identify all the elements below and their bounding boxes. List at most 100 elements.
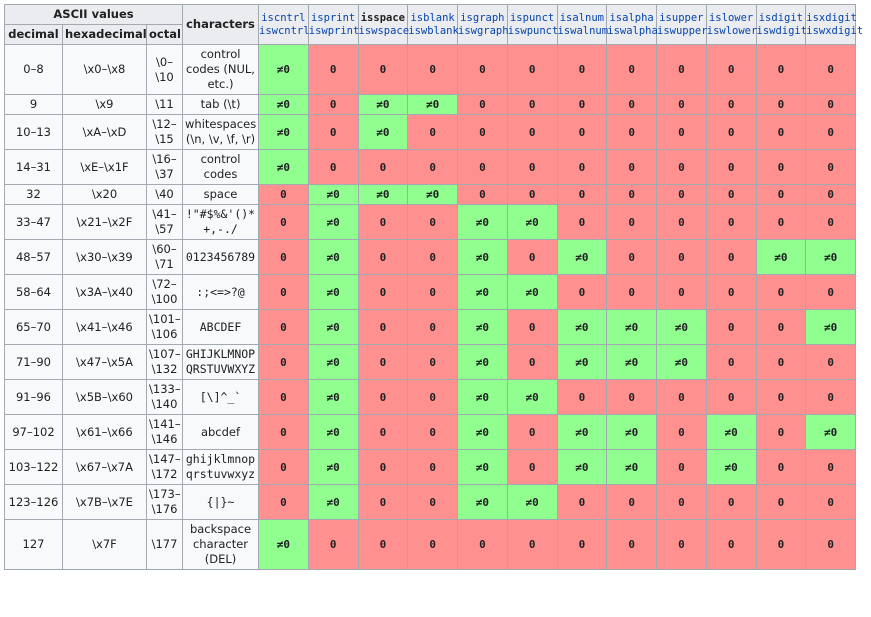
- result-cell: 0: [357, 149, 409, 185]
- function-link[interactable]: iswxdigit: [806, 24, 864, 37]
- result-cell: 0: [407, 204, 458, 240]
- function-link[interactable]: isgraph: [460, 11, 505, 24]
- hex-cell: \xA–\xD: [62, 114, 147, 150]
- function-link[interactable]: isalpha: [609, 11, 654, 24]
- current-function: isspace: [360, 11, 405, 24]
- result-cell: 0: [258, 239, 309, 275]
- hex-cell: \x41–\x46: [62, 309, 147, 345]
- result-cell: ≠0: [307, 379, 359, 415]
- function-link[interactable]: iswupper: [657, 24, 708, 37]
- result-cell: 0: [606, 149, 657, 185]
- function-link[interactable]: islower: [708, 11, 754, 24]
- result-cell: 0: [705, 274, 757, 310]
- octal-cell: \60–\71: [146, 239, 183, 275]
- result-cell: 0: [556, 379, 608, 415]
- result-cell: ≠0: [457, 309, 508, 345]
- column-header: octal: [146, 24, 183, 45]
- function-header: isxdigit iswxdigit: [805, 4, 863, 45]
- table-row: 10–13 \xA–\xD \12–\15 whitespaces (\n, \v, …: [4, 114, 856, 150]
- result-cell: 0: [457, 114, 508, 150]
- octal-cell: \177: [146, 519, 183, 570]
- function-link[interactable]: iswalpha: [607, 24, 658, 37]
- result-cell: 0: [705, 149, 757, 185]
- result-cell: 0: [805, 149, 856, 185]
- result-cell: ≠0: [258, 149, 309, 185]
- result-cell: 0: [755, 379, 807, 415]
- result-cell: ≠0: [307, 274, 359, 310]
- function-link[interactable]: ispunct: [509, 11, 555, 24]
- result-cell: 0: [805, 449, 856, 485]
- result-cell: 0: [755, 519, 807, 570]
- result-cell: 0: [606, 94, 657, 115]
- result-cell: ≠0: [457, 239, 508, 275]
- function-link[interactable]: isupper: [659, 11, 704, 24]
- result-cell: 0: [755, 414, 807, 450]
- result-cell: ≠0: [556, 309, 608, 345]
- result-cell: 0: [357, 204, 409, 240]
- hex-cell: \x7B–\x7E: [62, 484, 147, 520]
- result-cell: 0: [705, 44, 757, 95]
- column-header: decimal: [4, 24, 63, 45]
- table-row: 9 \x9 \11 tab (\t) ≠0 0 ≠0 ≠0 0 0 0 0 0 0 0 0: [4, 94, 856, 115]
- function-link[interactable]: iscntrl: [261, 11, 306, 24]
- octal-cell: \40: [146, 184, 183, 205]
- decimal-cell: 123–126: [4, 484, 63, 520]
- result-cell: 0: [755, 204, 807, 240]
- function-link[interactable]: iswalnum: [557, 24, 609, 37]
- function-link[interactable]: isalnum: [559, 11, 604, 24]
- function-link[interactable]: isprint: [310, 11, 356, 24]
- octal-cell: \12–\15: [146, 114, 183, 150]
- result-cell: 0: [407, 274, 458, 310]
- result-cell: ≠0: [556, 449, 608, 485]
- result-cell: 0: [755, 344, 807, 380]
- result-cell: 0: [258, 484, 309, 520]
- octal-cell: \41–\57: [146, 204, 183, 240]
- result-cell: ≠0: [407, 94, 458, 115]
- group-header: ASCII values: [4, 4, 183, 25]
- result-cell: 0: [556, 149, 608, 185]
- function-link[interactable]: isdigit: [758, 11, 803, 24]
- result-cell: 0: [506, 344, 558, 380]
- function-link[interactable]: iswpunct: [507, 24, 559, 37]
- result-cell: ≠0: [307, 204, 359, 240]
- result-cell: ≠0: [556, 344, 608, 380]
- function-link[interactable]: iswlower: [706, 24, 758, 37]
- function-link[interactable]: isblank: [410, 11, 455, 24]
- function-link[interactable]: isxdigit: [806, 11, 857, 24]
- result-cell: 0: [506, 114, 558, 150]
- table-row: 48–57 \x30–\x39 \60–\71 0123456789 0 ≠0 0 0 ≠0 0 ≠…: [4, 239, 856, 275]
- result-cell: 0: [506, 449, 558, 485]
- function-link[interactable]: iswdigit: [756, 24, 808, 37]
- result-cell: ≠0: [307, 184, 359, 205]
- octal-cell: \107–\132: [146, 344, 183, 380]
- characters-cell: control codes: [182, 149, 259, 185]
- result-cell: 0: [556, 519, 608, 570]
- function-link[interactable]: iswcntrl: [259, 24, 310, 37]
- result-cell: ≠0: [307, 484, 359, 520]
- octal-cell: \0–\10: [146, 44, 183, 95]
- function-link[interactable]: iswprint: [308, 24, 360, 37]
- function-link[interactable]: iswgraph: [458, 24, 509, 37]
- result-cell: 0: [805, 184, 856, 205]
- result-cell: 0: [805, 519, 856, 570]
- result-cell: ≠0: [258, 519, 309, 570]
- result-cell: 0: [307, 44, 359, 95]
- decimal-cell: 71–90: [4, 344, 63, 380]
- result-cell: ≠0: [357, 114, 409, 150]
- result-cell: 0: [258, 204, 309, 240]
- result-cell: ≠0: [506, 484, 558, 520]
- result-cell: 0: [407, 239, 458, 275]
- characters-cell: control codes (NUL, etc.): [182, 44, 259, 95]
- result-cell: 0: [705, 184, 757, 205]
- result-cell: 0: [656, 414, 707, 450]
- result-cell: 0: [755, 94, 807, 115]
- function-link[interactable]: iswblank: [408, 24, 459, 37]
- result-cell: ≠0: [258, 44, 309, 95]
- function-header: isgraph iswgraph: [457, 4, 509, 45]
- function-header: ispunct iswpunct: [506, 4, 559, 45]
- characters-cell: tab (\t): [182, 94, 259, 115]
- hex-cell: \x9: [62, 94, 147, 115]
- result-cell: ≠0: [307, 309, 359, 345]
- function-link[interactable]: iswspace: [358, 24, 410, 37]
- result-cell: 0: [606, 114, 657, 150]
